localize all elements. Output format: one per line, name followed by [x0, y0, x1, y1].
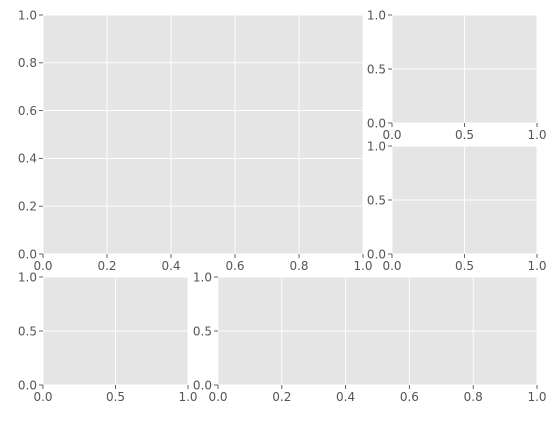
x-tick-label: 1.0 [527, 259, 546, 273]
y-tick-label: 1.0 [18, 270, 37, 284]
y-tick-label: 0.0 [18, 378, 37, 392]
x-tick-label: 0.5 [455, 259, 474, 273]
x-tick-label: 0.5 [455, 128, 474, 142]
x-tick-label: 1.0 [178, 390, 197, 404]
x-tick-label: 0.2 [272, 390, 291, 404]
y-tick-label: 0.6 [18, 104, 37, 118]
y-tick-label: 0.0 [367, 247, 386, 261]
x-tick-label: 0.0 [382, 128, 401, 142]
x-tick-label: 0.0 [208, 390, 227, 404]
x-tick-label: 0.4 [336, 390, 355, 404]
panel-small-top-right: 0.0 0.5 1.0 0.0 0.5 1.0 [367, 8, 547, 142]
y-tick-label: 1.0 [193, 270, 212, 284]
x-tick-label: 0.0 [382, 259, 401, 273]
x-tick-label: 0.4 [161, 259, 180, 273]
y-tick-label: 0.5 [18, 324, 37, 338]
y-tick-label: 0.5 [367, 193, 386, 207]
x-tick-label: 0.0 [33, 259, 52, 273]
y-tick-label: 0.0 [193, 378, 212, 392]
plot-area [43, 15, 363, 254]
x-tick-label: 0.8 [289, 259, 308, 273]
x-tick-label: 1.0 [527, 390, 546, 404]
x-tick-label: 0.6 [400, 390, 419, 404]
y-tick-label: 0.2 [18, 200, 37, 214]
y-tick-label: 0.4 [18, 152, 37, 166]
y-tick-label: 0.5 [367, 62, 386, 76]
panel-small-middle-right: 0.0 0.5 1.0 0.0 0.5 1.0 [367, 139, 547, 273]
panel-bottom-left: 0.0 0.5 1.0 0.0 0.5 1.0 [18, 270, 198, 404]
y-tick-label: 0.0 [18, 247, 37, 261]
y-tick-label: 0.0 [367, 116, 386, 130]
x-tick-label: 0.2 [97, 259, 116, 273]
x-tick-label: 0.8 [464, 390, 483, 404]
x-tick-label: 0.0 [33, 390, 52, 404]
panel-large-top-left: 0.0 0.2 0.4 0.6 0.8 1.0 0.0 0.2 0.4 0.6 0.8 1.0 [18, 8, 373, 273]
x-tick-label: 1.0 [527, 128, 546, 142]
x-tick-label: 0.6 [225, 259, 244, 273]
y-tick-label: 1.0 [367, 139, 386, 153]
y-tick-label: 0.8 [18, 56, 37, 70]
x-tick-label: 1.0 [353, 259, 372, 273]
y-tick-label: 1.0 [367, 8, 386, 22]
x-tick-label: 0.5 [106, 390, 125, 404]
y-tick-label: 0.5 [193, 324, 212, 338]
y-tick-label: 1.0 [18, 8, 37, 22]
panel-bottom-right: 0.0 0.2 0.4 0.6 0.8 1.0 0.0 0.5 1.0 [193, 270, 547, 404]
